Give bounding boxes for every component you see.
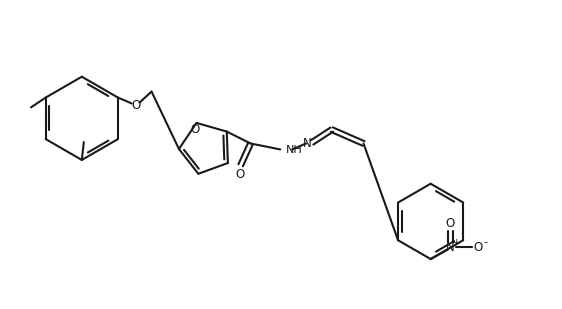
Text: O: O	[131, 99, 140, 112]
Text: O: O	[235, 168, 244, 181]
Text: O: O	[446, 217, 455, 230]
Text: N: N	[303, 137, 311, 150]
Text: O: O	[474, 241, 483, 254]
Text: NH: NH	[286, 146, 303, 155]
Text: N: N	[446, 241, 455, 254]
Text: -: -	[483, 237, 487, 247]
Text: +: +	[452, 238, 459, 247]
Text: O: O	[190, 123, 199, 136]
